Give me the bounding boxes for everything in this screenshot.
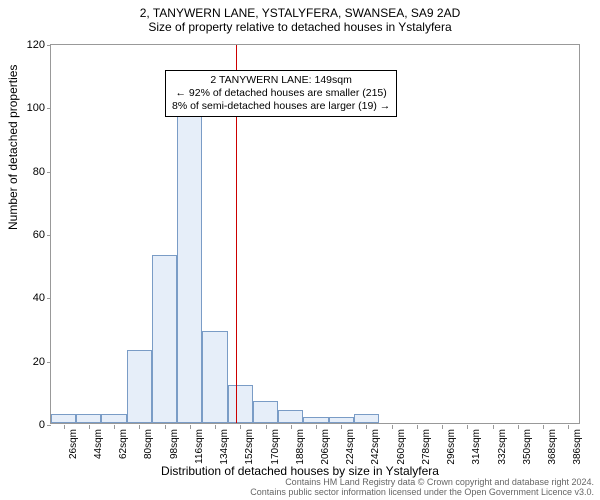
x-tick-mark	[316, 425, 317, 429]
info-line-1: 2 TANYWERN LANE: 149sqm	[172, 74, 390, 87]
y-tick-label: 100	[17, 102, 45, 114]
info-line-3: 8% of semi-detached houses are larger (1…	[172, 100, 390, 113]
x-tick-mark	[64, 425, 65, 429]
x-axis-label: Distribution of detached houses by size …	[0, 464, 600, 478]
y-tick-mark	[47, 362, 51, 363]
histogram-bar	[76, 414, 101, 424]
histogram-bar	[127, 350, 152, 423]
footer-attribution: Contains HM Land Registry data © Crown c…	[0, 478, 594, 498]
y-tick-mark	[47, 298, 51, 299]
info-box: 2 TANYWERN LANE: 149sqm← 92% of detached…	[165, 70, 397, 117]
y-tick-label: 120	[17, 39, 45, 51]
y-tick-label: 80	[17, 166, 45, 178]
info-line-2: ← 92% of detached houses are smaller (21…	[172, 87, 390, 100]
x-tick-mark	[392, 425, 393, 429]
x-tick-mark	[240, 425, 241, 429]
histogram-bar	[202, 331, 227, 423]
histogram-bar	[228, 385, 253, 423]
x-tick-mark	[568, 425, 569, 429]
y-tick-label: 0	[17, 419, 45, 431]
y-tick-mark	[47, 172, 51, 173]
x-tick-mark	[190, 425, 191, 429]
histogram-bar	[329, 417, 354, 423]
x-tick-mark	[543, 425, 544, 429]
y-tick-mark	[47, 45, 51, 46]
x-tick-mark	[366, 425, 367, 429]
x-tick-mark	[165, 425, 166, 429]
title-line-2: Size of property relative to detached ho…	[0, 20, 600, 34]
x-tick-mark	[493, 425, 494, 429]
x-tick-mark	[417, 425, 418, 429]
chart-container: 02040608010012026sqm44sqm62sqm80sqm98sqm…	[50, 44, 580, 424]
y-tick-label: 20	[17, 356, 45, 368]
histogram-bar	[177, 113, 202, 423]
x-tick-mark	[518, 425, 519, 429]
histogram-bar	[278, 410, 303, 423]
title-line-1: 2, TANYWERN LANE, YSTALYFERA, SWANSEA, S…	[0, 6, 600, 20]
histogram-bar	[354, 414, 379, 424]
y-tick-mark	[47, 108, 51, 109]
footer-line-2: Contains public sector information licen…	[250, 487, 594, 497]
x-tick-mark	[215, 425, 216, 429]
x-tick-mark	[291, 425, 292, 429]
x-tick-mark	[266, 425, 267, 429]
y-axis-label: Number of detached properties	[6, 65, 20, 230]
x-tick-mark	[114, 425, 115, 429]
y-tick-label: 60	[17, 229, 45, 241]
y-tick-mark	[47, 425, 51, 426]
histogram-bar	[253, 401, 278, 423]
histogram-bar	[152, 255, 177, 423]
y-tick-mark	[47, 235, 51, 236]
histogram-bar	[303, 417, 328, 423]
histogram-bar	[51, 414, 76, 424]
x-tick-mark	[139, 425, 140, 429]
y-tick-label: 40	[17, 292, 45, 304]
x-tick-mark	[442, 425, 443, 429]
footer-line-1: Contains HM Land Registry data © Crown c…	[285, 477, 594, 487]
x-tick-mark	[467, 425, 468, 429]
histogram-bar	[101, 414, 126, 424]
x-tick-mark	[341, 425, 342, 429]
plot-area: 02040608010012026sqm44sqm62sqm80sqm98sqm…	[50, 44, 580, 424]
x-tick-mark	[89, 425, 90, 429]
